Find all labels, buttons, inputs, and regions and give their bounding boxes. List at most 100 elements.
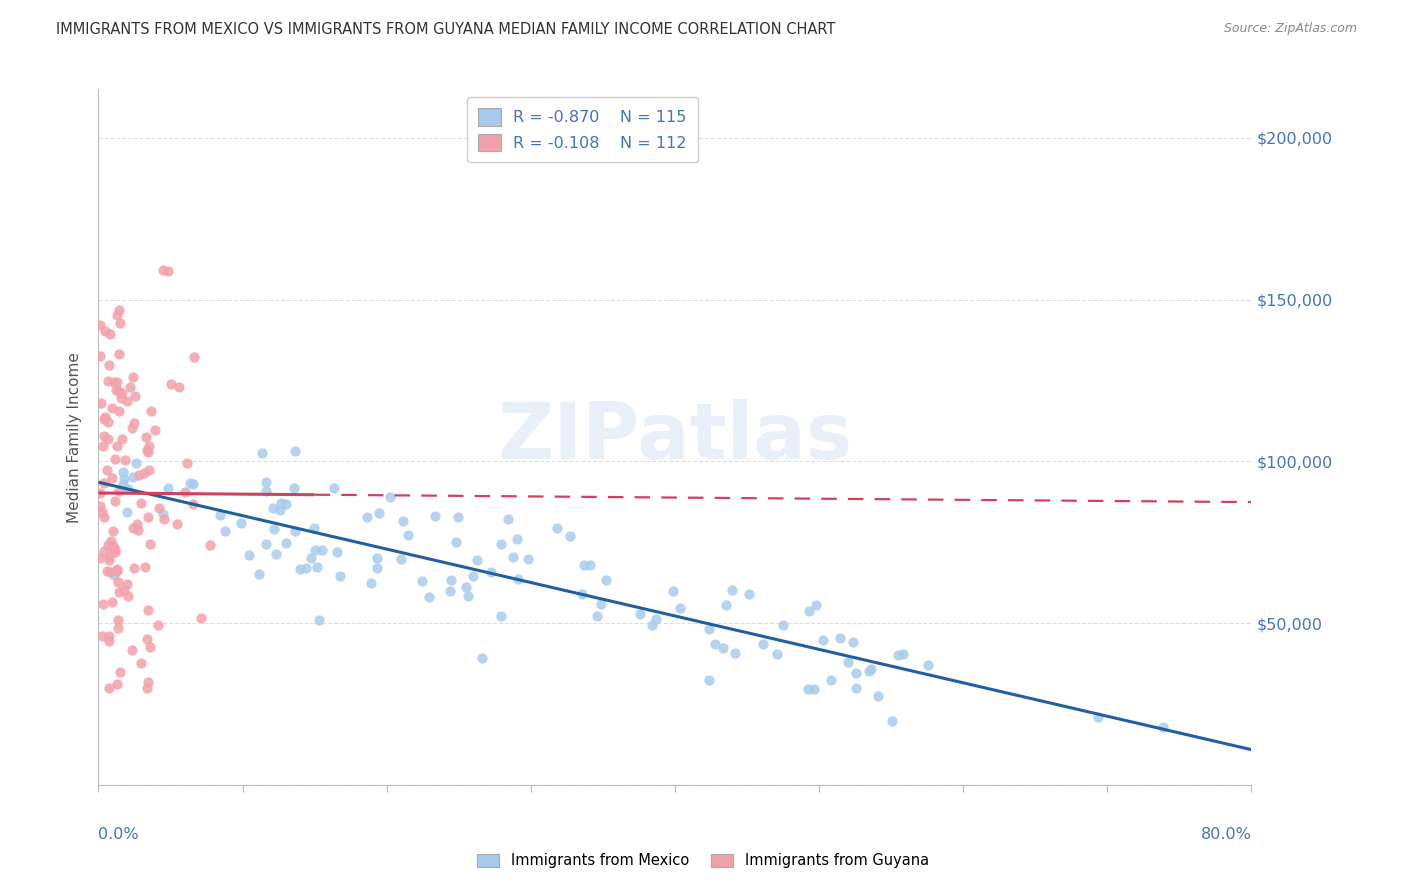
Point [101, 471, 124, 485]
Point [117, 482, 139, 496]
Text: 0.0%: 0.0% [98, 827, 139, 842]
Point [108, 404, 131, 418]
Point [299, 551, 322, 566]
Point [811, 633, 834, 648]
Point [129, 657, 152, 671]
Point [89, 551, 111, 566]
Point [93, 510, 115, 524]
Point [266, 547, 288, 561]
Point [423, 509, 446, 524]
Point [112, 472, 135, 486]
Point [628, 607, 651, 621]
Point [803, 681, 825, 696]
Point [641, 617, 664, 632]
Point [284, 524, 307, 538]
Point [668, 601, 690, 615]
Point [247, 566, 270, 581]
Point [325, 544, 347, 558]
Point [254, 475, 277, 489]
Point [135, 430, 157, 444]
Point [772, 618, 794, 632]
Point [94, 409, 117, 424]
Point [444, 535, 467, 549]
Point [471, 651, 494, 665]
Point [98, 549, 121, 563]
Point [502, 550, 524, 565]
Point [103, 544, 125, 558]
Point [368, 506, 391, 520]
Point [159, 377, 181, 392]
Point [697, 622, 720, 636]
Point [167, 380, 190, 394]
Point [489, 609, 512, 624]
Point [101, 595, 124, 609]
Point [117, 590, 139, 604]
Point [263, 522, 285, 536]
Point [138, 462, 160, 476]
Point [98, 565, 121, 579]
Point [589, 597, 612, 611]
Point [558, 529, 581, 543]
Point [107, 585, 129, 599]
Point [181, 497, 204, 511]
Point [173, 485, 195, 500]
Point [97, 538, 120, 552]
Point [139, 403, 162, 417]
Point [329, 569, 352, 583]
Point [276, 497, 298, 511]
Point [505, 532, 527, 546]
Point [699, 673, 721, 687]
Point [308, 613, 330, 627]
Point [891, 647, 914, 661]
Point [125, 456, 148, 470]
Point [103, 452, 125, 467]
Point [107, 384, 129, 398]
Point [479, 565, 502, 579]
Point [181, 477, 204, 491]
Point [110, 391, 132, 405]
Point [179, 476, 201, 491]
Point [111, 466, 134, 480]
Point [93, 429, 115, 443]
Point [97, 432, 120, 446]
Point [837, 655, 859, 669]
Point [797, 682, 820, 697]
Point [108, 483, 131, 498]
Point [148, 501, 170, 516]
Point [107, 574, 129, 589]
Point [103, 375, 125, 389]
Point [396, 527, 419, 541]
Point [439, 573, 461, 587]
Point [270, 496, 292, 510]
Point [98, 629, 121, 643]
Point [132, 466, 155, 480]
Point [571, 587, 593, 601]
Point [105, 439, 128, 453]
Point [886, 648, 908, 662]
Point [89, 485, 111, 500]
Point [136, 445, 159, 459]
Text: IMMIGRANTS FROM MEXICO VS IMMIGRANTS FROM GUYANA MEDIAN FAMILY INCOME CORRELATIO: IMMIGRANTS FROM MEXICO VS IMMIGRANTS FRO… [56, 22, 835, 37]
Point [295, 561, 318, 575]
Point [104, 541, 127, 556]
Point [127, 517, 149, 532]
Point [447, 510, 470, 524]
Point [322, 482, 344, 496]
Point [111, 432, 134, 446]
Point [456, 580, 478, 594]
Point [94, 324, 117, 338]
Point [105, 676, 128, 690]
Point [214, 524, 236, 539]
Point [231, 516, 253, 530]
Point [1152, 720, 1174, 734]
Point [645, 612, 668, 626]
Point [112, 477, 135, 491]
Point [124, 389, 146, 403]
Point [135, 632, 157, 646]
Point [238, 549, 260, 563]
Point [378, 490, 401, 504]
Point [489, 537, 512, 551]
Point [103, 568, 125, 582]
Point [152, 507, 174, 521]
Point [250, 446, 273, 460]
